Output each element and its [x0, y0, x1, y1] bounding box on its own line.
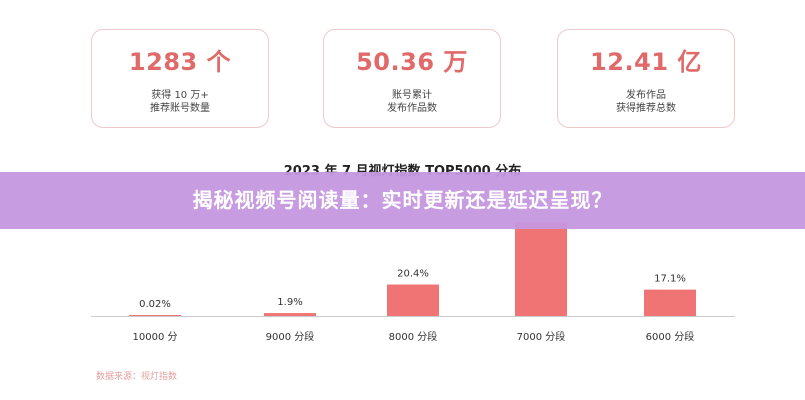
data-label: 1.9%: [277, 297, 302, 308]
x-tick-label: 7000 分段: [517, 330, 566, 343]
bar: [387, 284, 439, 316]
x-tick-label: 6000 分段: [646, 330, 695, 343]
bar: [264, 313, 316, 316]
stat-card-published-works: 50.36 万 账号累计 发布作品数: [323, 29, 501, 128]
stat-value: 12.41 亿: [590, 48, 702, 76]
stat-value: 1283 个: [128, 48, 232, 76]
stat-card-total-recommendations: 12.41 亿 发布作品 获得推荐总数: [557, 29, 735, 128]
stat-card-recommended-accounts: 1283 个 获得 10 万+ 推荐账号数量: [91, 29, 269, 128]
bar: [129, 315, 181, 316]
source-note: 数据来源：视灯指数: [96, 372, 178, 382]
stat-label: 推荐账号数量: [150, 103, 210, 114]
x-tick-label: 8000 分段: [389, 330, 438, 343]
x-tick-label: 10000 分: [133, 331, 178, 343]
stat-label: 获得 10 万+: [151, 90, 209, 101]
headline-banner: [0, 172, 805, 229]
data-label: 0.02%: [139, 299, 171, 310]
headline-text: 揭秘视频号阅读量：实时更新还是延迟呈现？: [192, 188, 613, 212]
stat-label: 账号累计: [392, 90, 432, 101]
data-label: 20.4%: [397, 269, 429, 280]
stat-label: 获得推荐总数: [616, 103, 676, 114]
data-label: 17.1%: [654, 274, 686, 285]
stat-label: 发布作品数: [387, 103, 437, 114]
stat-label: 发布作品: [626, 90, 666, 101]
bar: [515, 222, 567, 316]
x-tick-label: 9000 分段: [266, 330, 315, 343]
bar: [644, 289, 696, 316]
stat-value: 50.36 万: [356, 48, 468, 76]
